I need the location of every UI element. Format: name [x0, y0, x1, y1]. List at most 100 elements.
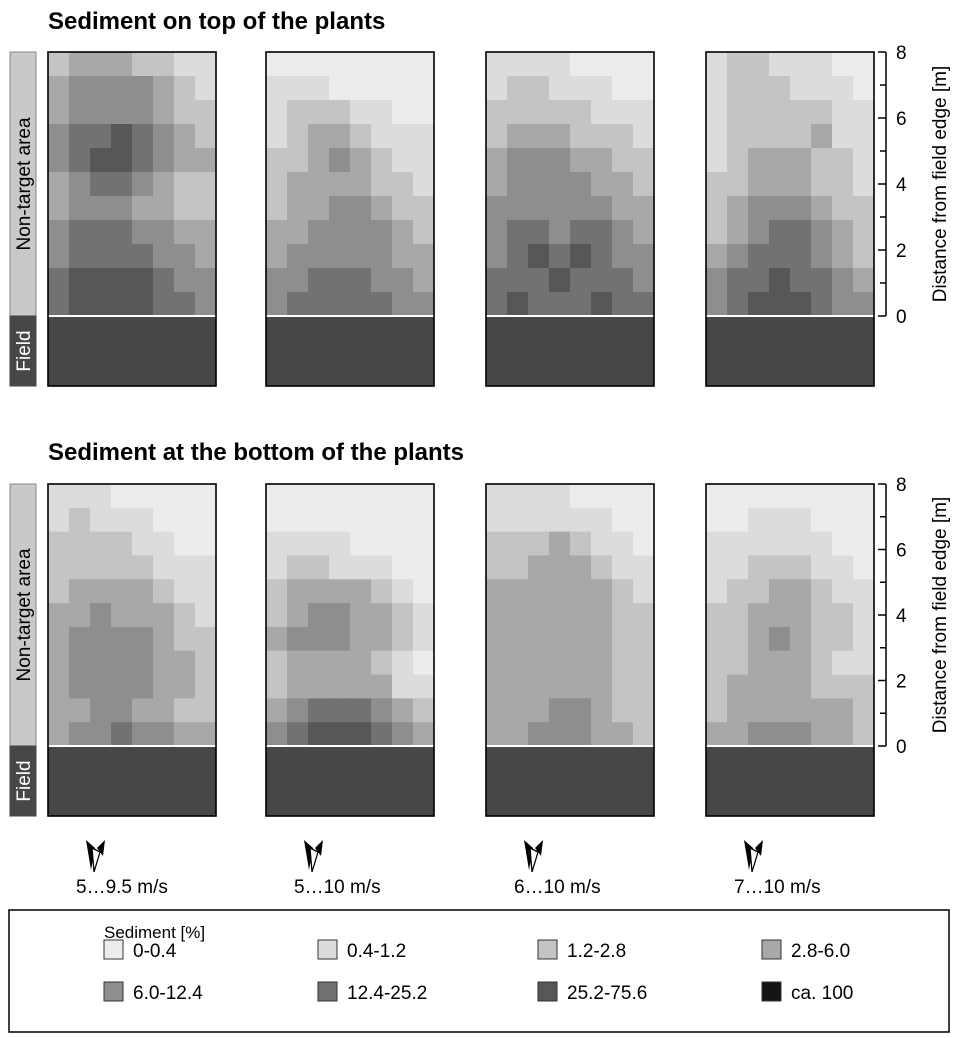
heatmap-cell	[153, 292, 175, 317]
heatmap-cell	[266, 268, 288, 293]
heatmap-cell	[507, 196, 529, 221]
legend-item: 25.2-75.6	[537, 981, 647, 1004]
heatmap-cell	[308, 244, 330, 269]
heatmap-cell	[266, 531, 288, 557]
heatmap-cell	[266, 579, 288, 604]
legend-item: 0.4-1.2	[317, 939, 406, 962]
heatmap-cell	[90, 650, 112, 676]
heatmap-cell	[329, 555, 351, 580]
heatmap-cell	[528, 579, 550, 604]
heatmap-cell	[90, 484, 112, 509]
heatmap-cell	[153, 674, 175, 699]
heatmap-cell	[329, 579, 351, 604]
heatmap-cell	[769, 507, 791, 533]
heatmap-cell	[153, 626, 175, 652]
heatmap-cell	[287, 100, 309, 125]
heatmap-cell	[111, 172, 133, 197]
heatmap-cell	[329, 148, 351, 173]
heatmap-cell	[549, 674, 571, 699]
heatmap-cell	[790, 603, 812, 628]
heatmap-cell	[727, 244, 749, 269]
heatmap-cell	[528, 722, 550, 747]
heatmap-cell	[853, 100, 875, 125]
heatmap-cell	[706, 555, 728, 580]
heatmap-cell	[769, 244, 791, 269]
heatmap-cell	[570, 220, 592, 245]
heatmap-cell	[832, 292, 854, 317]
heatmap-cell	[790, 484, 812, 509]
wind-speed-label: 5…10 m/s	[294, 877, 381, 898]
heatmap-cell	[612, 674, 634, 699]
heatmap-cell	[486, 196, 508, 221]
heatmap-cell	[111, 100, 133, 125]
field-area	[706, 746, 874, 816]
heatmap-cell	[528, 626, 550, 652]
heatmap-cell	[633, 220, 655, 245]
heatmap-cell	[308, 52, 330, 77]
legend-label: 2.8-6.0	[791, 941, 850, 962]
heatmap-cell	[329, 507, 351, 533]
heatmap-cell	[507, 484, 529, 509]
heatmap-cell	[413, 76, 435, 101]
heatmap-cell	[612, 531, 634, 557]
wind-speed-label: 5…9.5 m/s	[76, 877, 168, 898]
heatmap-cell	[811, 52, 833, 77]
heatmap-cell	[507, 579, 529, 604]
heatmap-cell	[350, 650, 372, 676]
heatmap-cell	[832, 555, 854, 580]
heatmap-cell	[853, 531, 875, 557]
heatmap-cell	[308, 148, 330, 173]
heatmap-cell	[706, 124, 728, 149]
heatmap-cell	[549, 196, 571, 221]
heatmap-cell	[371, 52, 393, 77]
heatmap-cell	[727, 603, 749, 628]
field-area	[486, 746, 654, 816]
y-tick-label: 8	[896, 43, 907, 64]
heatmap-cell	[287, 268, 309, 293]
y-tick-label: 2	[896, 241, 907, 262]
heatmap-cell	[90, 674, 112, 699]
heatmap-cell	[350, 722, 372, 747]
heatmap-cell	[392, 722, 414, 747]
heatmap-cell	[287, 674, 309, 699]
heatmap-cell	[486, 626, 508, 652]
panel-frame	[265, 51, 435, 387]
heatmap-cell	[549, 52, 571, 77]
heatmap-cell	[48, 268, 70, 293]
heatmap-cell	[392, 220, 414, 245]
heatmap-cell	[287, 722, 309, 747]
heatmap-cell	[392, 100, 414, 125]
heatmap-cell	[132, 196, 154, 221]
heatmap-cell	[570, 124, 592, 149]
heatmap-cell	[748, 244, 770, 269]
heatmap-cell	[266, 244, 288, 269]
heatmap-cell	[633, 244, 655, 269]
heatmap-cell	[853, 124, 875, 149]
heatmap-cell	[769, 698, 791, 723]
heatmap-cell	[329, 626, 351, 652]
heatmap-cell	[69, 244, 91, 269]
heatmap-cell	[591, 603, 613, 628]
heatmap-cell	[811, 172, 833, 197]
heatmap-cell	[371, 650, 393, 676]
heatmap-cell	[570, 172, 592, 197]
heatmap-cell	[90, 555, 112, 580]
heatmap-cell	[633, 674, 655, 699]
heatmap-cell	[507, 292, 529, 317]
heatmap-cell	[591, 507, 613, 533]
heatmap-cell	[174, 722, 196, 747]
heatmap-cell	[195, 674, 217, 699]
heatmap-cell	[153, 172, 175, 197]
heatmap-cell	[727, 579, 749, 604]
heatmap-cell	[570, 484, 592, 509]
heatmap-cell	[371, 268, 393, 293]
heatmap-cell	[591, 244, 613, 269]
heatmap-cell	[48, 172, 70, 197]
heatmap-cell	[706, 52, 728, 77]
heatmap-cell	[727, 531, 749, 557]
heatmap-cell	[153, 722, 175, 747]
field-area	[486, 316, 654, 386]
heatmap-cell	[549, 100, 571, 125]
field-area	[266, 746, 434, 816]
heatmap-cell	[153, 76, 175, 101]
